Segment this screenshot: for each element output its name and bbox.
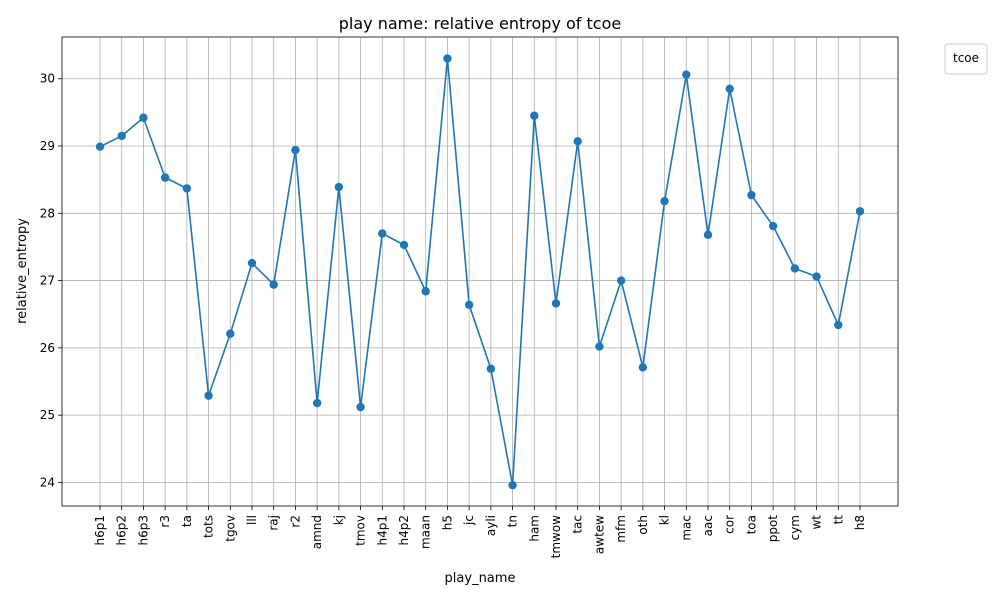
data-point [378,229,387,238]
data-point [421,287,430,296]
y-tick-label: 29 [40,139,55,153]
data-point [551,299,561,308]
x-tick-label: cor [723,515,737,534]
x-tick-label: ppot [766,515,780,543]
series-line [99,57,861,486]
x-tick-label: mac [679,515,693,541]
data-point [834,320,843,330]
data-point [790,264,800,273]
y-tick-label: 28 [40,206,55,220]
x-tick-label: kl [658,515,672,525]
plot-frame [61,36,899,507]
x-tick-label: r3 [158,515,172,528]
data-point [464,300,474,310]
x-axis-ticks: h6p1 h6p2 h6p3 r3 ta tots tgov lll raj r2 amnd kj tm… [93,506,867,558]
x-axis-label: play_name [445,571,516,586]
x-tick-label: ta [180,515,194,527]
x-tick-label: ham [527,515,541,542]
x-tick-label: oth [636,515,650,535]
x-tick-label: kj [332,515,346,525]
data-point [247,258,257,268]
legend-title: tcoe [953,51,979,65]
x-tick-label: raj [267,515,281,531]
y-tick-label: 26 [40,341,55,355]
data-point [117,131,126,141]
data-point [356,402,365,412]
data-point [269,280,278,289]
data-point [595,342,604,351]
data-point [182,184,192,193]
data-point [768,221,778,231]
x-tick-label: cym [788,515,802,540]
x-tick-label: tac [571,515,585,534]
x-tick-label: r2 [288,515,302,528]
data-point [204,391,213,400]
data-point [334,182,344,192]
data-point [312,398,322,408]
x-tick-label: tn [506,515,520,527]
data-point [855,207,865,216]
x-tick-label: lll [245,515,259,525]
data-point [573,137,582,146]
data-point [139,113,148,122]
data-point [443,54,452,63]
data-point [638,363,648,372]
y-axis-label: relative_entropy [15,218,30,324]
x-tick-label: h4p2 [397,515,411,546]
x-tick-label: h6p2 [115,515,129,546]
x-tick-label: amnd [310,515,324,549]
data-point [508,480,517,490]
x-tick-label: tgov [223,515,237,542]
x-tick-label: h6p3 [136,515,150,546]
data-point [660,196,669,206]
y-tick-label: 27 [40,274,55,288]
x-tick-label: wt [810,515,824,530]
x-tick-label: h8 [853,515,867,530]
x-tick-label: aac [701,515,715,536]
series-layer [95,54,865,490]
data-point [682,70,691,79]
y-axis-ticks: 24 25 26 27 28 29 30 [40,72,62,489]
x-tick-label: tmov [354,515,368,546]
data-point [160,173,170,182]
data-point [747,190,756,200]
data-point [703,230,713,240]
x-tick-label: tt [831,515,845,525]
data-point [616,276,626,285]
data-point [226,329,235,338]
data-point [812,272,821,281]
data-point [95,142,105,151]
data-point [530,111,539,120]
x-tick-label: toa [744,515,758,534]
x-tick-label: jc [462,515,476,526]
x-tick-label: maan [419,515,433,549]
data-point [486,364,496,373]
y-tick-label: 25 [40,408,55,422]
y-tick-label: 30 [40,72,55,86]
legend: tcoe [944,43,988,75]
x-tick-label: h4p1 [375,515,389,546]
data-point [291,145,300,155]
x-tick-label: ayli [484,515,498,536]
x-tick-label: h5 [440,515,454,530]
data-point [725,84,734,94]
legend-box [944,43,988,75]
x-tick-label: awtew [592,515,606,554]
x-tick-label: mfm [614,515,628,543]
y-tick-label: 24 [40,475,55,489]
x-tick-label: tmwow [549,515,563,559]
x-tick-label: h6p1 [93,515,107,546]
chart-title: play name: relative entropy of tcoe [339,14,621,33]
grid-layer [62,37,898,506]
data-point [399,240,409,250]
x-tick-label: tots [202,515,216,538]
